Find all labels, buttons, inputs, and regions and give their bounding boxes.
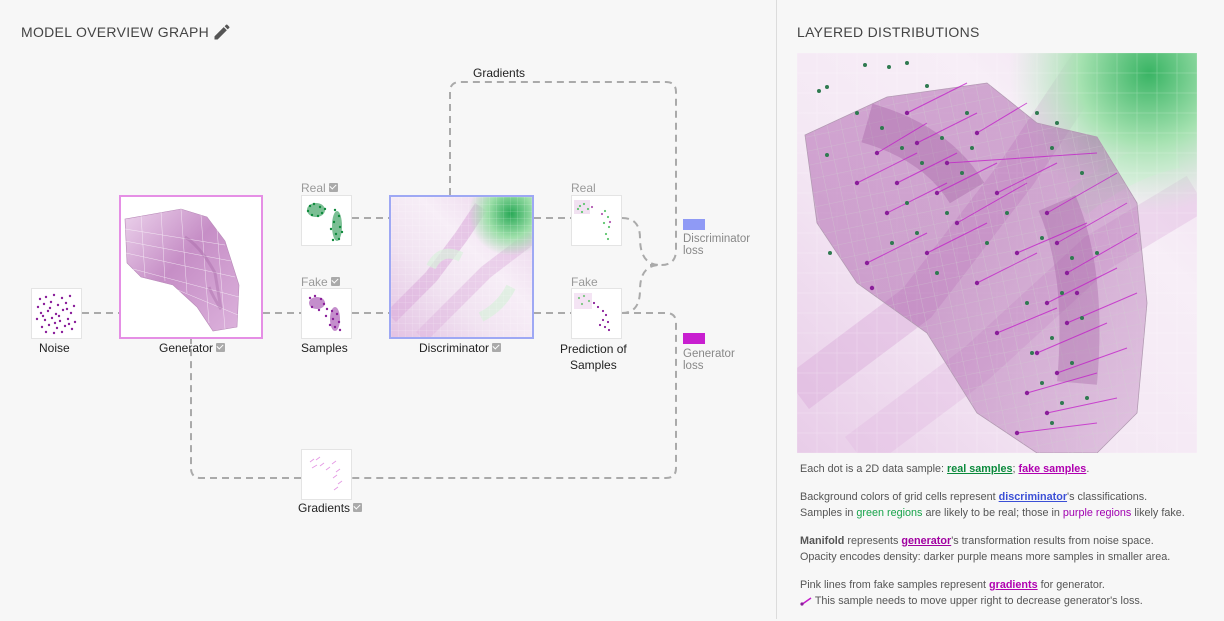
generator-manifold [124, 208, 240, 332]
layered-distributions-title: LAYERED DISTRIBUTIONS [797, 24, 980, 40]
edit-icon[interactable] [212, 22, 232, 42]
noise-label: Noise [39, 341, 70, 355]
generator-node[interactable] [119, 195, 263, 339]
discriminator-heatmap [386, 197, 537, 342]
prediction-fake-scatter [574, 293, 611, 332]
prediction-fake-label: Fake [571, 275, 598, 289]
fake-checkbox[interactable] [330, 277, 340, 287]
fake-samples-link[interactable]: fake samples [1018, 463, 1087, 475]
real-samples-link[interactable]: real samples [947, 463, 1013, 475]
desc-samples: Each dot is a 2D data sample: real sampl… [800, 463, 1090, 475]
layered-distributions-panel: LAYERED DISTRIBUTIONS [777, 0, 1224, 619]
gradients-link[interactable]: gradients [989, 579, 1038, 591]
desc-manifold: Manifold represents generator's transfor… [800, 535, 1171, 563]
discriminator-node[interactable] [386, 195, 537, 342]
real-label: Real [301, 181, 338, 195]
generator-loss-swatch [683, 333, 705, 344]
layered-distribution-visualization[interactable] [797, 53, 1197, 453]
model-overview-panel: MODEL OVERVIEW GRAPH Gradients [0, 0, 776, 619]
discriminator-loss-swatch [683, 219, 705, 230]
fake-samples-thumbnail[interactable] [301, 288, 352, 339]
discriminator-checkbox[interactable] [492, 343, 502, 353]
gradients-checkbox[interactable] [353, 503, 363, 513]
real-samples-scatter [306, 202, 344, 242]
prediction-real-thumbnail[interactable] [571, 195, 622, 246]
prediction-fake-thumbnail[interactable] [571, 288, 622, 339]
discriminator-loss-label: Discriminator loss [683, 233, 751, 257]
graph-wires [82, 81, 677, 479]
desc-gradients: Pink lines from fake samples represent g… [800, 579, 1143, 607]
generator-checkbox[interactable] [216, 343, 226, 353]
model-overview-title: MODEL OVERVIEW GRAPH [21, 24, 210, 40]
generator-loss-label: Generator loss [683, 348, 735, 372]
real-samples-thumbnail[interactable] [301, 195, 352, 246]
desc-background: Background colors of grid cells represen… [800, 491, 1185, 519]
gradients-field [309, 456, 343, 491]
discriminator-link[interactable]: discriminator [998, 491, 1068, 503]
gradient-line-icon [800, 597, 812, 606]
prediction-real-scatter [574, 200, 612, 241]
top-gradients-label: Gradients [473, 66, 526, 80]
generator-label: Generator [159, 341, 226, 355]
panel-divider [776, 0, 777, 619]
fake-label: Fake [301, 275, 340, 289]
bottom-gradients-label: Gradients [298, 501, 363, 515]
noise-scatter [35, 293, 77, 335]
real-checkbox[interactable] [328, 183, 338, 193]
gradients-thumbnail[interactable] [301, 449, 352, 500]
fake-samples-scatter [308, 294, 342, 332]
prediction-real-label: Real [571, 181, 596, 195]
prediction-label: Prediction of Samples [560, 342, 627, 372]
discriminator-label: Discriminator [419, 341, 502, 355]
samples-label: Samples [301, 341, 348, 355]
generator-link[interactable]: generator [901, 535, 952, 547]
noise-thumbnail[interactable] [31, 288, 82, 339]
description: Each dot is a 2D data sample: real sampl… [800, 461, 1210, 621]
